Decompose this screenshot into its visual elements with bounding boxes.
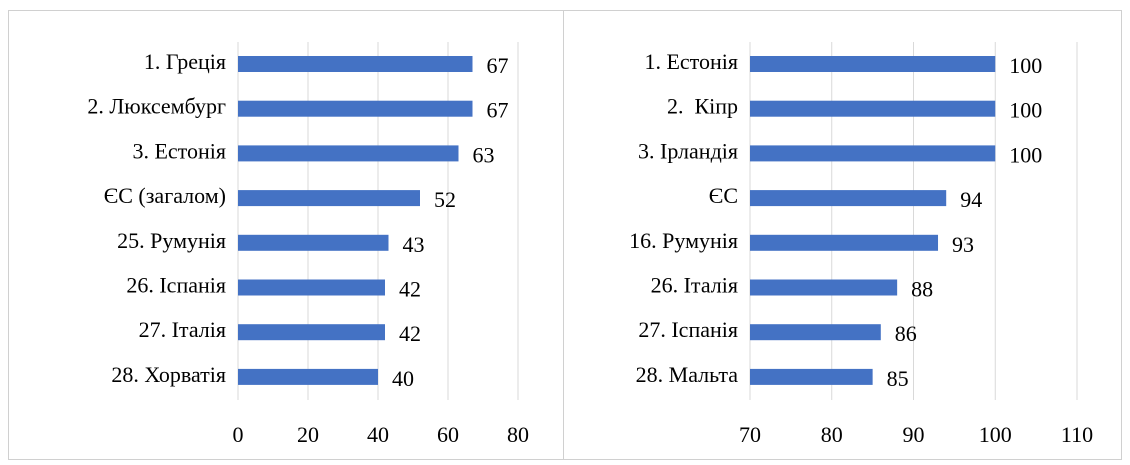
data-label: 43 — [403, 232, 425, 257]
x-tick-label: 60 — [437, 422, 459, 447]
bar — [238, 56, 473, 72]
x-tick-label: 20 — [297, 422, 319, 447]
y-tick-label: 2. Люксембург — [87, 94, 226, 119]
bar — [238, 324, 385, 341]
data-label: 67 — [487, 98, 509, 123]
data-label: 86 — [895, 321, 917, 346]
y-tick-label: 16. Румунія — [629, 228, 738, 253]
bar — [238, 100, 473, 117]
y-tick-label: 27. Іспанія — [638, 317, 738, 342]
y-tick-label: ЄС (загалом) — [104, 183, 226, 208]
data-label: 94 — [960, 187, 982, 212]
bar — [750, 145, 996, 162]
bar — [750, 100, 996, 117]
bar — [750, 279, 898, 296]
bar — [750, 368, 873, 385]
bar — [750, 324, 881, 341]
data-label: 42 — [399, 277, 421, 302]
x-tick-label: 110 — [1061, 422, 1093, 447]
bar — [238, 368, 378, 385]
data-label: 63 — [473, 142, 495, 167]
x-tick-label: 100 — [979, 422, 1012, 447]
y-tick-label: 26. Італія — [651, 273, 738, 298]
bar — [750, 234, 939, 251]
bar — [750, 56, 996, 72]
data-label: 100 — [1009, 98, 1042, 123]
bar — [238, 145, 459, 162]
y-tick-label: 26. Іспанія — [126, 273, 226, 298]
bar — [238, 279, 385, 296]
y-tick-label: 1. Греція — [144, 49, 226, 74]
y-tick-label: 3. Естонія — [132, 138, 226, 163]
x-tick-label: 80 — [821, 422, 843, 447]
y-tick-label: ЄС — [709, 183, 738, 208]
y-tick-label: 25. Румунія — [117, 228, 226, 253]
data-label: 42 — [399, 321, 421, 346]
bar — [238, 190, 420, 207]
data-label: 52 — [434, 187, 456, 212]
y-tick-label: 27. Італія — [139, 317, 226, 342]
bar — [750, 190, 947, 207]
y-tick-label: 2. Кіпр — [667, 94, 738, 119]
data-label: 100 — [1009, 53, 1042, 78]
x-tick-label: 90 — [903, 422, 925, 447]
data-label: 100 — [1009, 142, 1042, 167]
y-tick-label: 28. Хорватія — [111, 362, 226, 387]
y-tick-label: 28. Мальта — [636, 362, 739, 387]
data-label: 40 — [392, 366, 414, 391]
x-tick-label: 40 — [367, 422, 389, 447]
data-label: 67 — [487, 53, 509, 78]
data-label: 88 — [911, 277, 933, 302]
data-label: 85 — [887, 366, 909, 391]
bar — [238, 234, 389, 251]
data-label: 93 — [952, 232, 974, 257]
x-tick-label: 80 — [507, 422, 529, 447]
x-tick-label: 70 — [739, 422, 761, 447]
y-tick-label: 3. Ірландія — [638, 138, 738, 163]
x-tick-label: 0 — [233, 422, 244, 447]
y-tick-label: 1. Естонія — [644, 49, 738, 74]
